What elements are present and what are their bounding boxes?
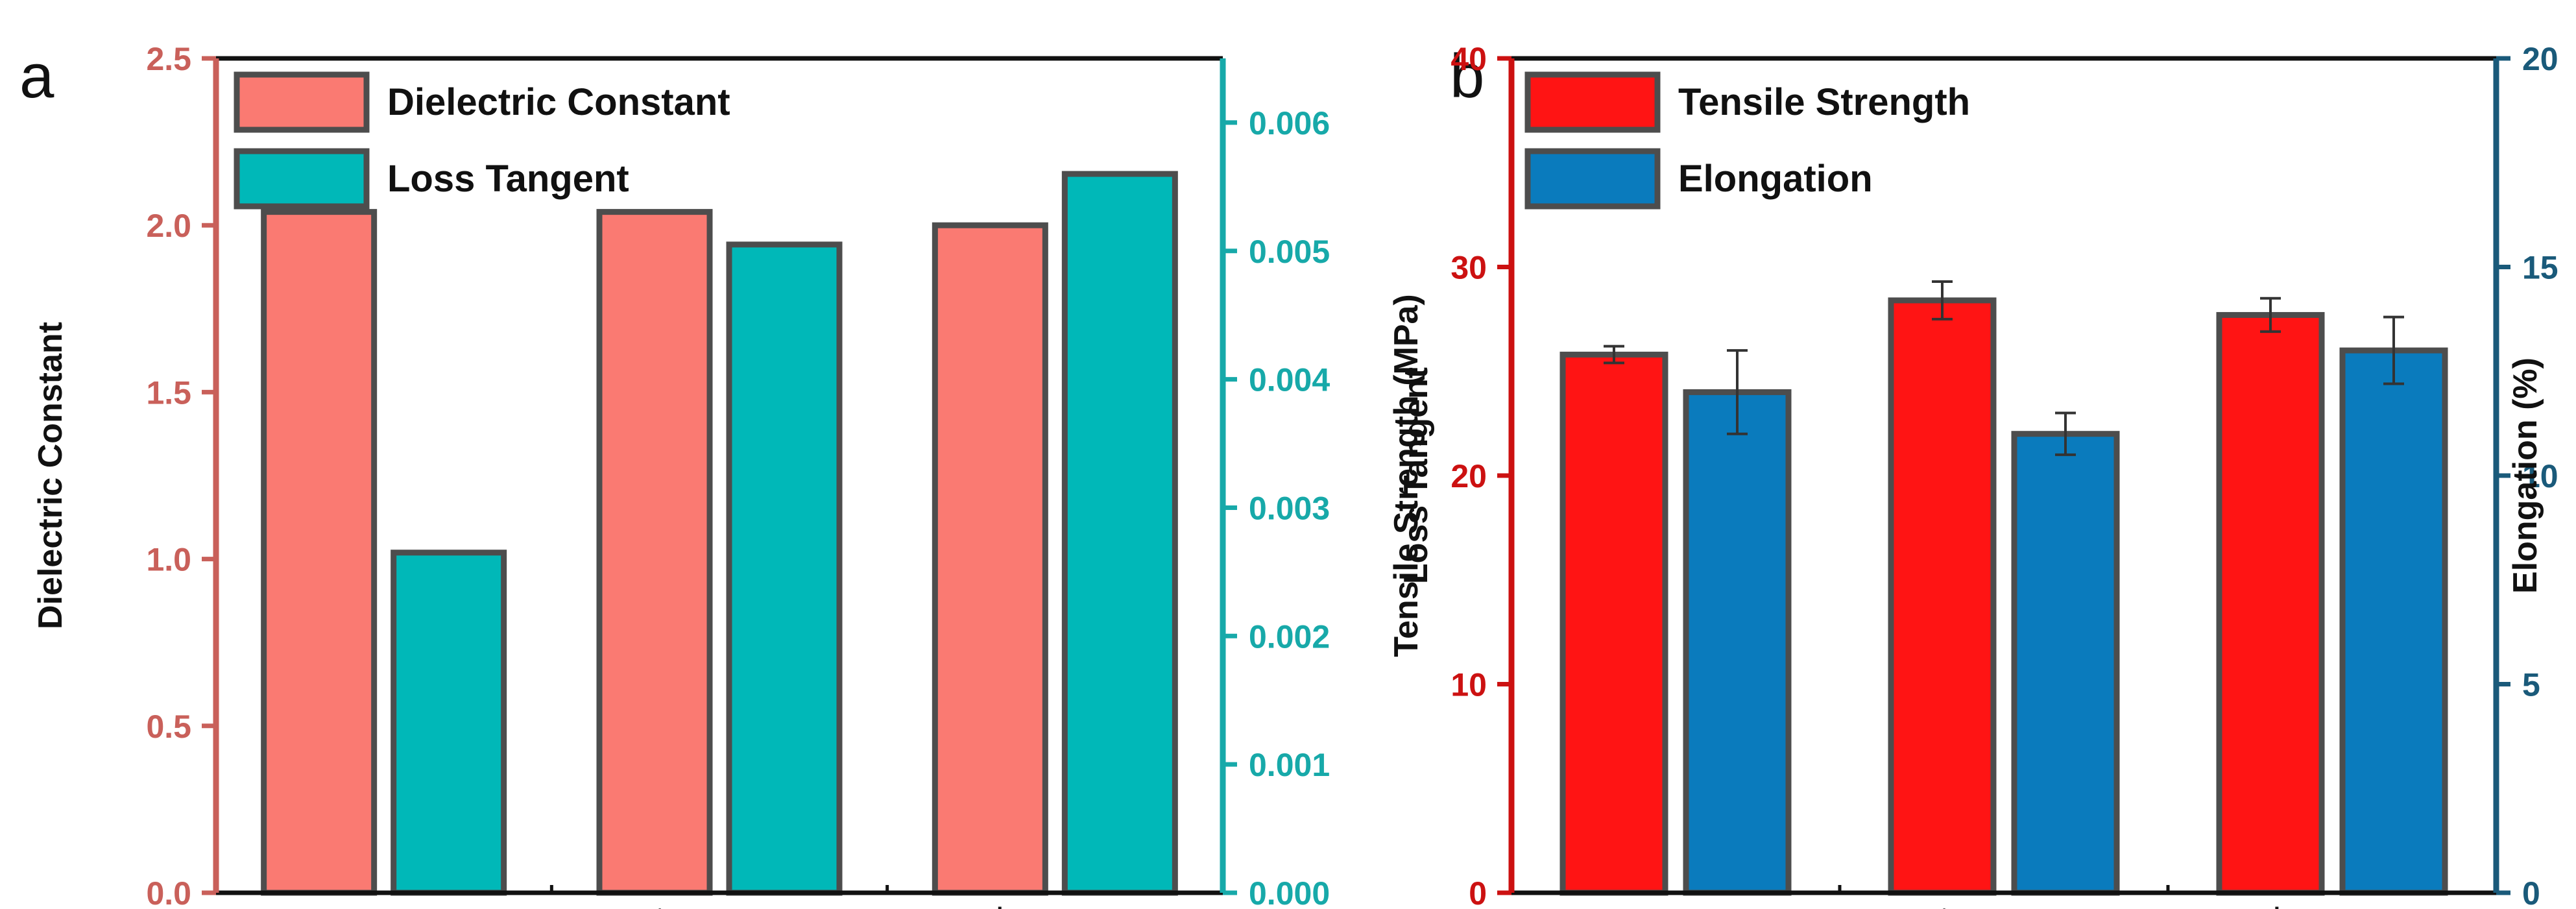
right-axis-tick-label: 0.003 <box>1249 490 1330 526</box>
left-axis-tick-label: 0 <box>1469 875 1487 909</box>
category-label: 2nd recycled <box>2232 903 2432 909</box>
category-label-sup: nd <box>2252 903 2280 909</box>
bar-tensile-strength-2 <box>2216 311 2325 896</box>
legend-label: Dielectric Constant <box>387 81 730 123</box>
panel-letter: a <box>19 42 54 111</box>
legend-swatch-tensile-strength <box>1524 71 1661 133</box>
left-axis-tick-label: 1.0 <box>146 542 191 578</box>
bar-dielectric-constant-2 <box>932 222 1048 896</box>
right-axis-tick-label: 0.005 <box>1249 234 1330 270</box>
bar-tensile-strength-1 <box>1888 297 1997 896</box>
legend-swatch-dielectric-constant <box>234 71 370 133</box>
right-axis-tick-label: 0.006 <box>1249 105 1330 141</box>
left-axis-tick-label: 40 <box>1451 41 1487 77</box>
panel-letter: b <box>1450 42 1484 111</box>
right-axis-tick-label: 10 <box>2522 458 2558 494</box>
left-axis-tick-label: 10 <box>1451 667 1487 703</box>
right-axis-tick-label: 0 <box>2522 875 2540 909</box>
bar-dielectric-constant-1 <box>596 209 713 896</box>
left-axis-tick-label: 0.0 <box>146 875 191 909</box>
category-label: 2nd recycled <box>955 903 1155 909</box>
bar-tensile-strength-0 <box>1559 352 1668 896</box>
panel-b: bAs fabricated1st recycled2nd recycled01… <box>1388 41 2558 909</box>
right-axis-title: Elongation (%) <box>2507 358 2544 594</box>
bar-loss-tangent-0 <box>391 550 507 896</box>
left-axis-title: Dielectric Constant <box>32 322 69 629</box>
legend-swatch-elongation <box>1524 148 1661 210</box>
bar-elongation-1 <box>2011 431 2120 896</box>
category-label: 1st recycled <box>623 903 815 909</box>
right-axis-tick-label: 15 <box>2522 250 2558 286</box>
right-axis-tick-label: 20 <box>2522 41 2558 77</box>
category-label: 1st recycled <box>1908 903 2100 909</box>
category-label-sup: nd <box>974 903 1003 909</box>
legend-label: Loss Tangent <box>387 158 629 200</box>
legend-label: Elongation <box>1678 158 1873 200</box>
bar-elongation-0 <box>1683 389 1792 896</box>
category-label-sup: st <box>1927 903 1948 909</box>
left-axis-tick-label: 2.5 <box>146 41 191 77</box>
bar-loss-tangent-2 <box>1061 171 1178 896</box>
right-axis-title: Loss Tangent <box>1397 367 1435 584</box>
legend-swatch-loss-tangent <box>234 148 370 210</box>
right-axis-tick-label: 0.001 <box>1249 747 1330 783</box>
bar-elongation-2 <box>2339 347 2448 896</box>
panel-a: aAs fabricated1st recycled2nd recycled0.… <box>19 41 1435 909</box>
left-axis-tick-label: 2.0 <box>146 208 191 244</box>
legend-label: Tensile Strength <box>1678 81 1970 123</box>
left-axis-tick-label: 1.5 <box>146 374 191 411</box>
right-axis-tick-label: 5 <box>2522 667 2540 703</box>
right-axis-tick-label: 0.004 <box>1249 362 1330 398</box>
left-axis-title: Tensile Strength (MPa) <box>1388 294 1425 657</box>
right-axis-tick-label: 0.000 <box>1249 875 1330 909</box>
right-axis-tick-label: 0.002 <box>1249 618 1330 655</box>
bar-loss-tangent-1 <box>726 241 843 896</box>
left-axis-tick-label: 30 <box>1451 250 1487 286</box>
category-label-sup: st <box>643 903 664 909</box>
left-axis-tick-label: 20 <box>1451 458 1487 494</box>
left-axis-tick-label: 0.5 <box>146 709 191 745</box>
bar-dielectric-constant-0 <box>261 209 378 896</box>
